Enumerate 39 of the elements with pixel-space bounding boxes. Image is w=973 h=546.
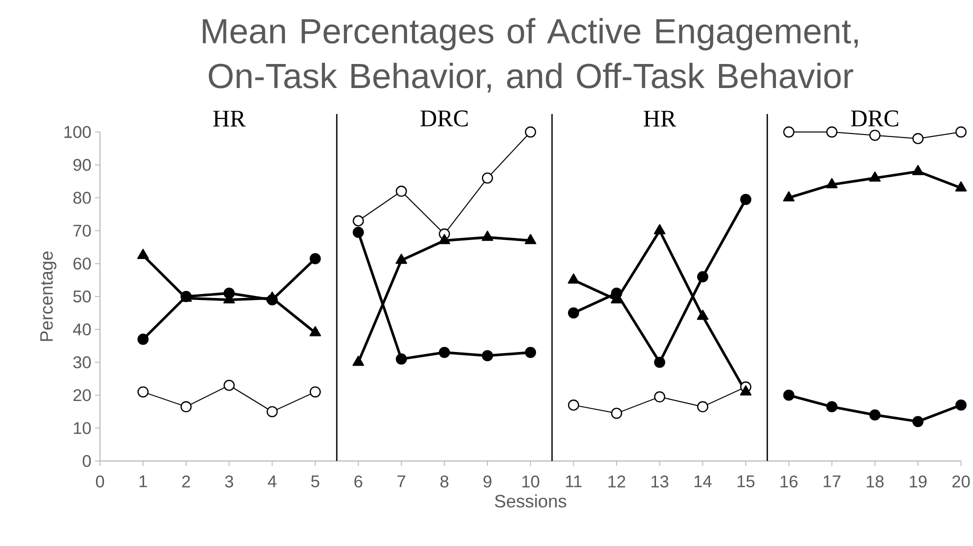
x-tick-label: 18: [866, 476, 884, 488]
y-tick-label: 40: [73, 323, 91, 336]
text: DRC: [420, 110, 468, 126]
x-axis-title: Sessions: [494, 494, 566, 508]
x-tick-label: 7: [398, 476, 406, 488]
x-tick-label: 20: [952, 476, 970, 488]
x-tick-label: 9: [484, 476, 492, 488]
y-tick-label: 60: [74, 258, 91, 270]
text: DRC: [851, 110, 898, 126]
y-tick-label: 0: [82, 455, 91, 467]
y-tick-label: 100: [64, 126, 91, 138]
y-tick-label: 10: [74, 422, 91, 434]
chart-title: Mean Percentages of Active Engagement, On-Task Behavior, and Off-Task Behavior: [202, 18, 858, 93]
y-axis-title: Percentage: [40, 251, 56, 341]
x-tick-label: 0: [96, 476, 104, 488]
x-tick-label: 3: [225, 476, 234, 488]
y-tick-label: 80: [73, 192, 91, 204]
y-tick-label: 20: [74, 389, 91, 402]
text: HR: [644, 110, 676, 126]
x-tick-label: 1: [140, 476, 147, 488]
x-tick-label: 16: [780, 476, 798, 488]
x-tick-label: 10: [522, 476, 540, 488]
x-tick-label: 5: [311, 476, 320, 488]
x-tick-label: 12: [608, 476, 626, 488]
y-tick-label: 30: [73, 356, 91, 368]
x-tick-label: 2: [182, 476, 190, 488]
x-tick-label: 14: [694, 476, 712, 488]
x-tick-label: 8: [440, 476, 448, 488]
x-tick-label: 19: [910, 476, 927, 488]
y-tick-label: 50: [73, 290, 91, 302]
x-tick-label: 13: [652, 476, 668, 488]
text: HR: [213, 110, 246, 126]
x-tick-label: 15: [738, 476, 754, 488]
x-tick-label: 6: [354, 476, 362, 488]
x-tick-label: 4: [268, 476, 276, 488]
x-tick-label: 17: [824, 476, 840, 488]
y-tick-label: 70: [74, 224, 91, 237]
y-tick-label: 90: [73, 158, 91, 171]
x-tick-label: 11: [566, 476, 582, 488]
